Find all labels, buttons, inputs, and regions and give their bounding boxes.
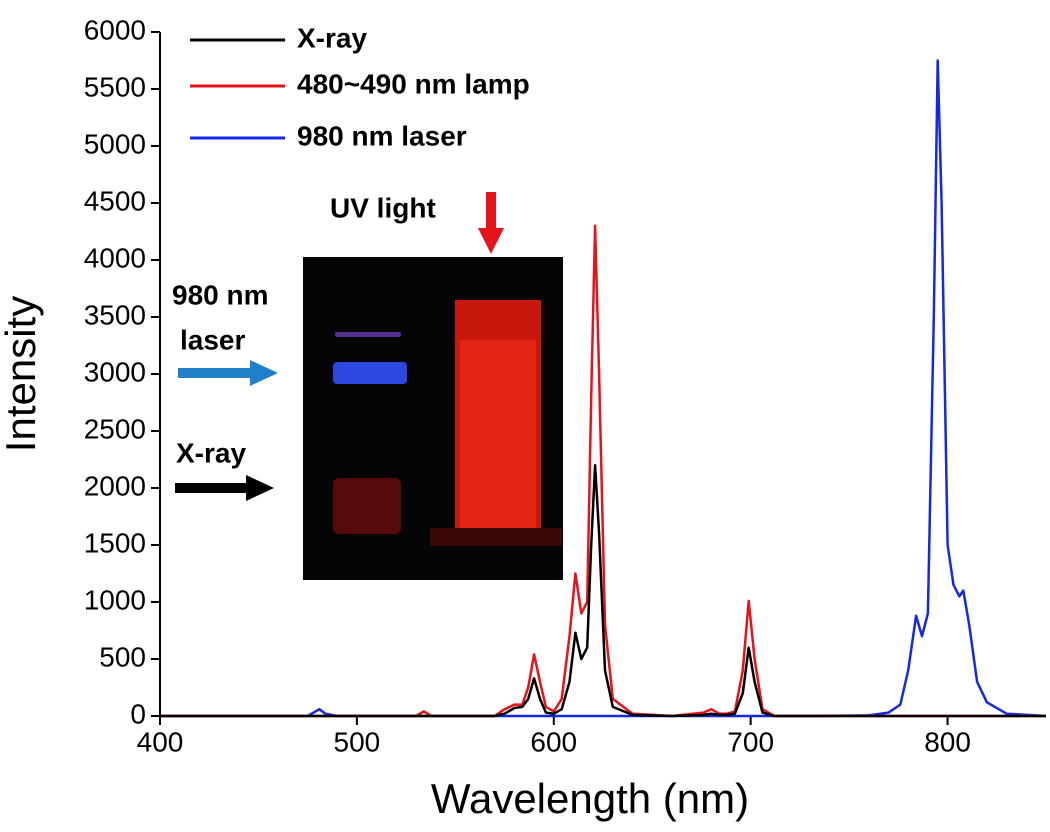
y-tick-label: 500: [99, 641, 146, 672]
legend-label: X-ray: [297, 22, 367, 53]
inset-photo: [303, 257, 563, 580]
arrows: [175, 192, 504, 501]
x-tick-label: 800: [924, 726, 971, 757]
y-tick-label: 1000: [84, 584, 146, 615]
x-tick-label: 700: [727, 726, 774, 757]
legend-label: 980 nm laser: [297, 120, 467, 151]
y-tick-label: 5000: [84, 128, 146, 159]
y-tick-label: 5500: [84, 71, 146, 102]
y-tick-label: 1500: [84, 527, 146, 558]
annotation: UV light: [330, 192, 436, 223]
y-tick-label: 3500: [84, 299, 146, 330]
annotation: X-ray: [176, 437, 246, 468]
y-tick-label: 3000: [84, 356, 146, 387]
y-tick-label: 0: [130, 698, 146, 729]
series-line: [160, 463, 1046, 718]
annotation: laser: [180, 324, 245, 355]
y-tick-label: 6000: [84, 14, 146, 45]
y-tick-label: 4500: [84, 185, 146, 216]
x-tick-label: 400: [137, 726, 184, 757]
y-axis-title: Intensity: [0, 296, 44, 452]
annotation: 980 nm: [172, 279, 269, 310]
x-axis-title: Wavelength (nm): [431, 775, 749, 822]
y-tick-label: 2000: [84, 470, 146, 501]
y-tick-label: 4000: [84, 242, 146, 273]
y-tick-label: 2500: [84, 413, 146, 444]
x-tick-label: 500: [334, 726, 381, 757]
x-tick-label: 600: [530, 726, 577, 757]
legend-label: 480~490 nm lamp: [297, 68, 530, 99]
